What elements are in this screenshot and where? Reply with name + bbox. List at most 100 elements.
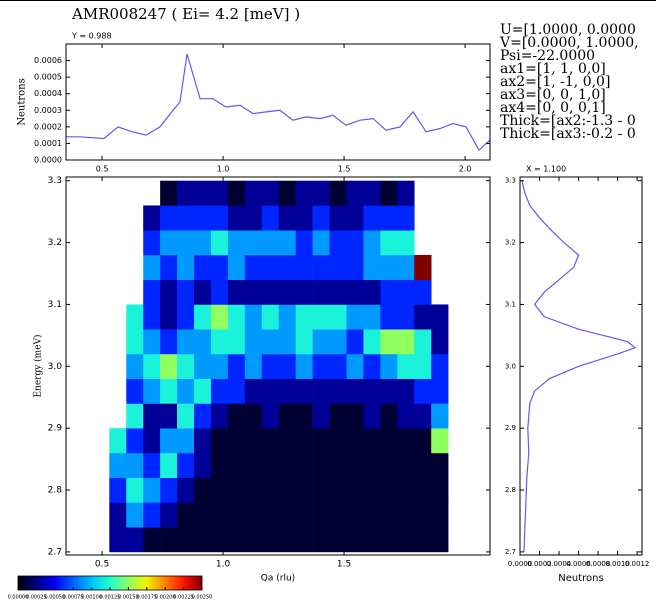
heatmap-cell	[261, 230, 280, 256]
info-line: U=[1.0000, 0.0000	[500, 22, 636, 38]
heatmap-cell	[177, 205, 195, 231]
heatmap-cell	[431, 452, 449, 478]
heatmap-cell	[227, 502, 246, 528]
heatmap-cell	[431, 527, 449, 553]
x-tick-label: 0.0012	[625, 560, 650, 568]
heatmap-cell	[278, 428, 296, 454]
heatmap-cell	[126, 527, 144, 553]
heatmap-cell	[363, 353, 381, 379]
x-tick-label: 2.0	[459, 165, 472, 174]
x-tick-label: 0.0008	[586, 560, 611, 568]
heatmap-cell	[295, 527, 313, 553]
y-tick-label: 0.0006	[34, 56, 62, 65]
heatmap-cell	[278, 353, 296, 379]
data-line	[66, 53, 490, 152]
heatmap-cell	[295, 428, 313, 454]
heatmap-cell	[261, 452, 280, 478]
x-tick-label: 0.5	[95, 560, 109, 570]
heatmap-cell	[295, 452, 313, 478]
heatmap-cell	[414, 254, 432, 280]
heatmap-cell	[210, 428, 229, 454]
heatmap-cell	[397, 353, 415, 379]
heatmap-cell	[194, 428, 212, 454]
heatmap-cell	[363, 403, 381, 429]
heatmap-cell	[278, 180, 296, 206]
heatmap-cell	[143, 353, 161, 379]
heatmap-cell	[227, 378, 246, 404]
heatmap-cell	[160, 230, 178, 256]
heatmap-cell	[261, 353, 280, 379]
heatmap-cell	[244, 254, 263, 280]
heatmap-cell	[126, 477, 144, 503]
heatmap-cell	[244, 329, 263, 355]
heatmap-cell	[380, 403, 398, 429]
colorbar-tick-label: 0.00100	[81, 595, 102, 601]
colorbar-tick-label: 0.00125	[100, 595, 121, 601]
heatmap-cell	[346, 353, 364, 379]
heatmap-cell	[126, 378, 144, 404]
data-line	[521, 180, 637, 552]
heatmap-cell	[278, 378, 296, 404]
heatmap-cell	[329, 428, 347, 454]
heatmap-cell	[143, 378, 161, 404]
heatmap-cell	[227, 254, 246, 280]
heatmap-cell	[160, 205, 178, 231]
heatmap-cell	[109, 502, 127, 528]
colorbar-tick-label: 0.00200	[155, 595, 176, 601]
heatmap-cell	[261, 254, 280, 280]
heatmap-cell	[244, 304, 263, 330]
heatmap-cell	[278, 502, 296, 528]
y-tick-label: 3.2	[505, 239, 516, 247]
info-line: ax1=[1, 1, 0,0]	[500, 61, 606, 77]
heatmap-cell	[210, 279, 229, 305]
heatmap-cell	[177, 477, 195, 503]
heatmap-cell	[194, 230, 212, 256]
heatmap-cell	[194, 254, 212, 280]
colorbar-tick-label: 0.00075	[63, 595, 84, 601]
heatmap-cell	[160, 477, 178, 503]
heatmap-cell	[261, 403, 280, 429]
heatmap-cell	[227, 428, 246, 454]
heatmap-cell	[346, 527, 364, 553]
heatmap-cell	[278, 279, 296, 305]
heatmap-cell	[278, 304, 296, 330]
heatmap-cell	[177, 428, 195, 454]
heatmap-cell	[312, 205, 330, 231]
heatmap-cell	[210, 403, 229, 429]
heatmap-cell	[312, 329, 330, 355]
heatmap-cell	[227, 353, 246, 379]
heatmap-cell	[414, 502, 432, 528]
heatmap-cell	[177, 378, 195, 404]
heatmap-cell	[126, 428, 144, 454]
heatmap-cell	[346, 477, 364, 503]
heatmap-cell	[380, 329, 398, 355]
heatmap-cell	[431, 428, 449, 454]
heatmap-cell	[109, 428, 127, 454]
heatmap-cell	[244, 180, 263, 206]
heatmap-cell	[177, 230, 195, 256]
x-axis-label: Neutrons	[558, 573, 603, 584]
heatmap-cell	[414, 403, 432, 429]
heatmap-cell	[431, 304, 449, 330]
heatmap-cell	[397, 180, 415, 206]
heatmap-cell	[312, 527, 330, 553]
heatmap-cell	[143, 254, 161, 280]
y-tick-label: 3.2	[48, 238, 62, 248]
y-tick-label: 3.0	[505, 362, 516, 370]
heatmap-cell	[126, 353, 144, 379]
heatmap-cell	[160, 279, 178, 305]
heatmap-cell	[210, 353, 229, 379]
heatmap-cell	[177, 304, 195, 330]
heatmap-cell	[227, 477, 246, 503]
heatmap-cell	[414, 452, 432, 478]
heatmap-cell	[397, 477, 415, 503]
heatmap-cell	[244, 527, 263, 553]
x-tick-label: 1.5	[337, 560, 351, 570]
heatmap-cell	[278, 527, 296, 553]
heatmap-cell	[160, 304, 178, 330]
heatmap-cell	[278, 477, 296, 503]
heatmap-cell	[329, 403, 347, 429]
heatmap-cell	[363, 205, 381, 231]
heatmap-cell	[194, 353, 212, 379]
